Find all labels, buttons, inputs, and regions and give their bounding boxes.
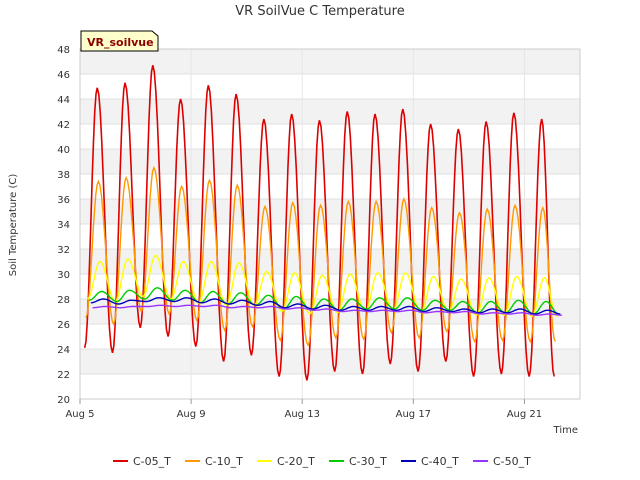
y-axis-label: Soil Temperature (C) xyxy=(8,174,19,277)
legend-label: C-50_T xyxy=(493,455,531,468)
y-tick-label: 42 xyxy=(57,120,70,131)
chart-title: VR SoilVue C Temperature xyxy=(235,4,404,19)
y-tick-label: 48 xyxy=(57,45,70,56)
y-tick-label: 34 xyxy=(57,220,70,231)
legend-label: C-20_T xyxy=(277,455,315,468)
plot-band xyxy=(80,149,580,174)
plot-band xyxy=(80,349,580,374)
site-label-background xyxy=(80,30,159,52)
legend-label: C-05_T xyxy=(133,455,171,468)
series-lines xyxy=(83,65,562,381)
site-label-box: VR_soilvue xyxy=(80,30,159,52)
series-line-c-50-t xyxy=(92,304,562,317)
site-label: VR_soilvue xyxy=(87,36,154,49)
y-tick-label: 36 xyxy=(57,195,70,206)
y-tick-label: 44 xyxy=(57,95,70,106)
plot-band xyxy=(80,199,580,224)
x-tick-label: Aug 9 xyxy=(177,409,206,420)
y-tick-label: 24 xyxy=(57,345,70,356)
series-line-c-30-t xyxy=(89,287,559,315)
x-tick-label: Aug 21 xyxy=(507,409,542,420)
x-axis-ticks: Aug 5 Aug 9 Aug 13 Aug 17 Aug 21 xyxy=(65,399,542,420)
series-line-c-10-t xyxy=(85,165,556,348)
x-axis-label: Time xyxy=(553,425,578,436)
plot-band xyxy=(80,49,580,74)
plot-band xyxy=(80,99,580,124)
x-tick-label: Aug 13 xyxy=(285,409,320,420)
y-axis-ticks: 20 22 24 26 28 30 32 34 36 38 40 42 44 46 48 xyxy=(57,45,70,406)
y-tick-label: 38 xyxy=(57,170,70,181)
y-tick-label: 40 xyxy=(57,145,70,156)
y-tick-label: 28 xyxy=(57,295,70,306)
x-tick-label: Aug 5 xyxy=(65,409,94,420)
plot-border xyxy=(79,48,581,400)
y-tick-label: 20 xyxy=(57,395,70,406)
legend-label: C-10_T xyxy=(205,455,243,468)
plot-bands xyxy=(80,49,580,374)
y-tick-label: 26 xyxy=(57,320,70,331)
series-line-c-20-t xyxy=(87,254,558,318)
y-tick-label: 32 xyxy=(57,245,70,256)
y-tick-label: 46 xyxy=(57,70,70,81)
legend-label: C-30_T xyxy=(349,455,387,468)
legend-label: C-40_T xyxy=(421,455,459,468)
y-tick-label: 22 xyxy=(57,370,70,381)
x-tick-label: Aug 17 xyxy=(396,409,431,420)
plot-band xyxy=(80,249,580,274)
series-line-c-40-t xyxy=(90,297,561,315)
legend: C-05_T C-10_T C-20_T C-30_T C-40_T C-50_T xyxy=(113,455,531,468)
y-tick-label: 30 xyxy=(57,270,70,281)
